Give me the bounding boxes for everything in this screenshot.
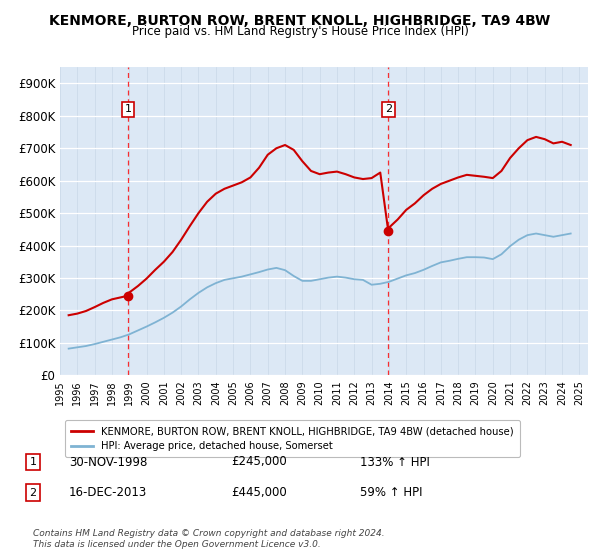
Text: Contains HM Land Registry data © Crown copyright and database right 2024.
This d: Contains HM Land Registry data © Crown c… [33, 529, 385, 549]
Text: 1: 1 [29, 457, 37, 467]
Text: Price paid vs. HM Land Registry's House Price Index (HPI): Price paid vs. HM Land Registry's House … [131, 25, 469, 38]
Text: £445,000: £445,000 [231, 486, 287, 500]
Text: 2: 2 [29, 488, 37, 498]
Text: 2: 2 [385, 104, 392, 114]
Text: £245,000: £245,000 [231, 455, 287, 469]
Text: 59% ↑ HPI: 59% ↑ HPI [360, 486, 422, 500]
Text: 16-DEC-2013: 16-DEC-2013 [69, 486, 147, 500]
Legend: KENMORE, BURTON ROW, BRENT KNOLL, HIGHBRIDGE, TA9 4BW (detached house), HPI: Ave: KENMORE, BURTON ROW, BRENT KNOLL, HIGHBR… [65, 420, 520, 457]
Text: KENMORE, BURTON ROW, BRENT KNOLL, HIGHBRIDGE, TA9 4BW: KENMORE, BURTON ROW, BRENT KNOLL, HIGHBR… [49, 14, 551, 28]
Text: 30-NOV-1998: 30-NOV-1998 [69, 455, 148, 469]
Text: 133% ↑ HPI: 133% ↑ HPI [360, 455, 430, 469]
Text: 1: 1 [124, 104, 131, 114]
